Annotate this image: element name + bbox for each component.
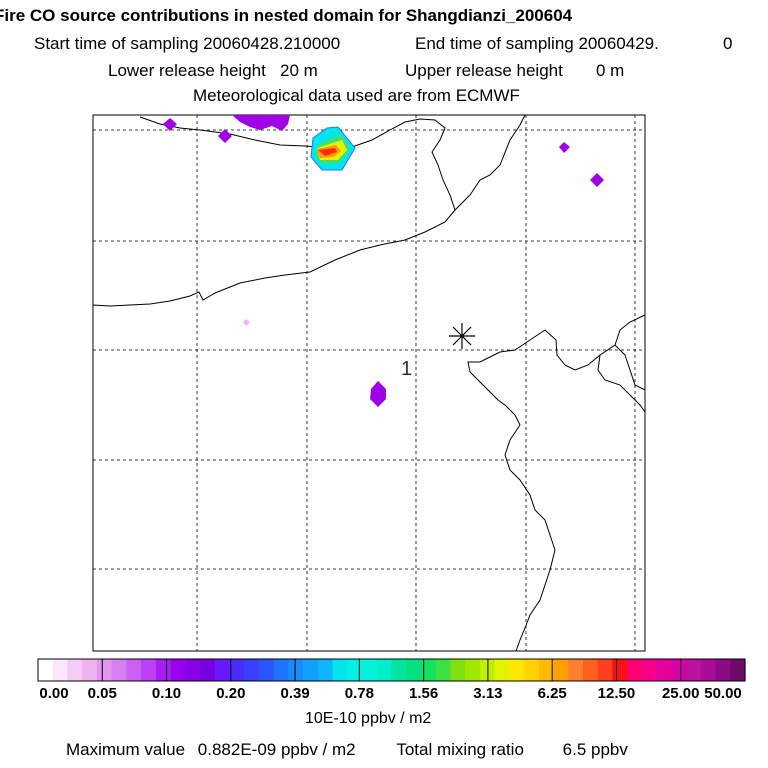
end-time-suffix: 0	[723, 34, 733, 53]
colorbar-swatch	[229, 659, 245, 681]
colorbar-tick-label: 1.56	[409, 685, 439, 702]
coastline-north	[92, 116, 456, 307]
plume-features	[163, 115, 604, 407]
colorbar-swatch	[317, 659, 334, 681]
colorbar-swatch	[111, 659, 127, 681]
colorbar-tick-label: 0.20	[216, 685, 246, 702]
colorbar	[38, 659, 746, 681]
colorbar-swatch	[553, 659, 569, 681]
colorbar-swatch	[524, 659, 540, 681]
plume-core-red	[318, 148, 337, 156]
station-number-label: 1	[401, 358, 412, 380]
end-time-label: End time of sampling 20060429.	[415, 34, 659, 53]
lower-release-label: Lower release height	[108, 61, 266, 80]
colorbar-swatch	[671, 659, 687, 681]
colorbar-tick-label: 0.05	[87, 685, 117, 702]
colorbar-tick-label: 50.00	[704, 685, 742, 702]
coastline-northeast	[454, 114, 526, 211]
colorbar-frame	[37, 658, 746, 682]
met-data-label: Meteorological data used are from ECMWF	[193, 86, 520, 105]
colorbar-swatch	[67, 659, 83, 681]
colorbar-swatch	[700, 659, 717, 681]
coastline-east	[467, 314, 646, 652]
colorbar-swatch	[214, 659, 231, 681]
plume-northwest-small-2	[218, 129, 232, 143]
colorbar-swatch	[362, 659, 378, 681]
colorbar-swatch	[494, 659, 510, 681]
upper-release-label: Upper release height	[405, 61, 563, 80]
upper-release-value: 0 m	[596, 61, 625, 80]
colorbar-swatch	[435, 659, 452, 681]
colorbar-unit: 10E-10 ppbv / m2	[305, 710, 432, 727]
colorbar-swatch	[406, 659, 422, 681]
colorbar-tick-label: 0.39	[280, 685, 310, 702]
coastlines	[92, 114, 646, 652]
colorbar-swatch	[52, 659, 69, 681]
colorbar-swatch	[258, 659, 275, 681]
colorbar-ticks	[101, 659, 682, 681]
colorbar-swatch	[597, 659, 614, 681]
colorbar-tick-label: 12.50	[597, 685, 636, 702]
colorbar-tick-label: 0.78	[344, 685, 374, 702]
colorbar-swatch	[612, 659, 628, 681]
colorbar-swatch	[656, 659, 672, 681]
colorbar-swatch	[185, 659, 201, 681]
colorbar-swatch	[244, 659, 260, 681]
max-value: 0.882E-09 ppbv / m2	[197, 740, 356, 759]
colorbar-swatch	[686, 659, 702, 681]
plume-northwest-small-1	[163, 118, 177, 131]
colorbar-swatch	[582, 659, 599, 681]
colorbar-swatch	[715, 659, 731, 681]
plume-north-band	[232, 115, 290, 131]
total-mixing-label: Total mixing ratio	[396, 740, 524, 759]
plot-title: Fire CO source contributions in nested d…	[0, 6, 573, 25]
colorbar-swatch	[627, 659, 643, 681]
coastline-peninsula	[614, 344, 646, 391]
colorbar-tick-label: 25.00	[661, 685, 700, 702]
colorbar-swatch	[465, 659, 481, 681]
station-asterisk-icon	[449, 323, 475, 349]
colorbar-swatch	[155, 659, 172, 681]
colorbar-swatch	[38, 659, 54, 681]
map-frame	[92, 114, 646, 652]
colorbar-swatch	[641, 659, 658, 681]
plume-east-small-1	[559, 142, 570, 153]
colorbar-tick-label: 3.13	[473, 685, 503, 702]
colorbar-swatch	[170, 659, 186, 681]
footer: Maximum value 0.882E-09 ppbv / m2 Total …	[66, 740, 628, 760]
colorbar-swatch	[391, 659, 407, 681]
map-gridlines	[93, 115, 645, 651]
colorbar-swatch	[538, 659, 555, 681]
start-time-label: Start time of sampling 20060428.210000	[34, 34, 341, 53]
plume-sw-blob	[370, 381, 386, 407]
colorbar-swatch	[347, 659, 363, 681]
colorbar-swatch	[420, 659, 437, 681]
colorbar-swatch	[568, 659, 584, 681]
plume-east-small-2	[590, 173, 604, 187]
colorbar-swatch	[288, 659, 304, 681]
colorbar-tick-label: 6.25	[537, 685, 567, 702]
colorbar-swatch	[730, 659, 746, 681]
colorbar-swatch	[450, 659, 466, 681]
lower-release-value: 20 m	[280, 61, 318, 80]
colorbar-swatch	[509, 659, 525, 681]
colorbar-swatch	[141, 659, 157, 681]
colorbar-tick-label: 0.00	[39, 685, 69, 702]
colorbar-swatch	[82, 659, 98, 681]
colorbar-swatch	[126, 659, 142, 681]
colorbar-swatch	[303, 659, 319, 681]
colorbar-tick-label: 0.10	[151, 685, 182, 702]
colorbar-swatch	[376, 659, 393, 681]
plume-faint-dot	[243, 319, 250, 326]
colorbar-swatch	[332, 659, 348, 681]
coastline-bay	[597, 354, 646, 413]
colorbar-swatch	[200, 659, 216, 681]
colorbar-swatch	[273, 659, 289, 681]
total-mixing-value: 6.5 ppbv	[562, 740, 628, 759]
max-value-label: Maximum value	[66, 740, 186, 759]
colorbar-swatch	[96, 659, 113, 681]
